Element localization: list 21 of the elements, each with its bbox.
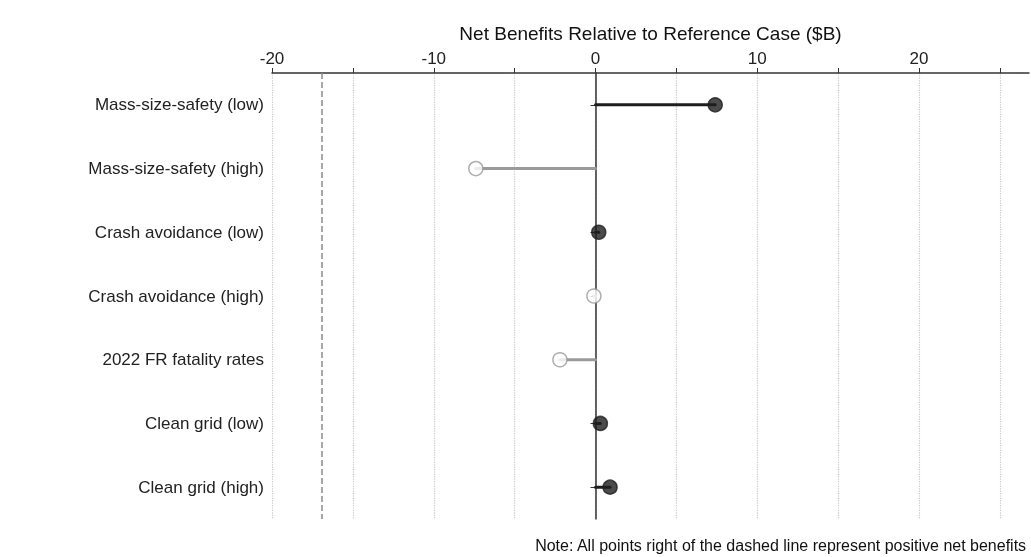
point xyxy=(592,415,609,432)
y-tick-label: Crash avoidance (low) xyxy=(94,222,264,242)
y-tick-label: Mass-size-safety (high) xyxy=(88,159,264,179)
y-tick-label: Clean grid (high) xyxy=(138,477,264,497)
point xyxy=(591,224,607,241)
x-tick-label: 20 xyxy=(909,49,929,68)
x-tick-label: 10 xyxy=(747,49,767,68)
text: Note: All points right of the dashed line represent positive net benefits xyxy=(535,536,1027,554)
point xyxy=(586,288,602,304)
y-tick-label: Clean grid (low) xyxy=(144,413,264,433)
point xyxy=(468,160,484,177)
y-tick-label: Mass-size-safety (low) xyxy=(94,95,264,115)
point xyxy=(552,351,568,368)
point xyxy=(707,97,723,113)
x-tick-label: 0 xyxy=(590,49,601,68)
y-tick-label: 2022 FR fatality rates xyxy=(102,350,264,370)
point xyxy=(602,479,618,495)
x-axis-title: Net Benefits Relative to Reference Case ($B) xyxy=(459,23,842,44)
x-tick-label: -10 xyxy=(421,49,447,68)
x-tick-label: -20 xyxy=(259,49,285,68)
y-tick-label: Crash avoidance (high) xyxy=(88,286,264,306)
